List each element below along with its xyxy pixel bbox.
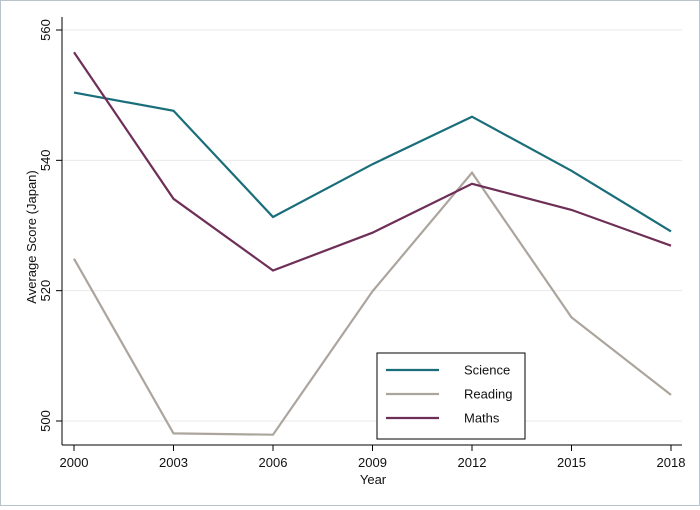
y-axis-label: Average Score (Japan)	[24, 170, 39, 303]
x-tick-label: 2000	[60, 455, 89, 470]
y-tick-label: 500	[38, 410, 53, 432]
legend-label-science: Science	[464, 363, 510, 378]
x-axis-label: Year	[360, 472, 387, 487]
legend-box	[376, 352, 526, 440]
legend-label-reading: Reading	[464, 387, 512, 402]
x-tick-label: 2012	[458, 455, 487, 470]
gridlines	[62, 29, 682, 422]
legend: Science Reading Maths	[376, 352, 526, 440]
series-line-reading	[73, 170, 672, 436]
y-tick-label: 540	[38, 149, 53, 171]
y-axis-ticks: 500 520 540 560	[38, 19, 62, 432]
x-tick-label: 2009	[358, 455, 387, 470]
x-tick-label: 2015	[557, 455, 586, 470]
series-line-maths	[73, 51, 672, 272]
x-tick-label: 2003	[159, 455, 188, 470]
axes	[61, 17, 682, 446]
x-tick-label: 2018	[657, 455, 686, 470]
legend-label-maths: Maths	[464, 411, 500, 426]
x-tick-label: 2006	[259, 455, 288, 470]
x-axis-ticks: 2000 2003 2006 2009 2012 2015 2018	[60, 445, 686, 470]
y-tick-label: 560	[38, 19, 53, 41]
series-line-science	[73, 91, 672, 233]
series-lines	[73, 51, 672, 436]
y-tick-label: 520	[38, 280, 53, 302]
